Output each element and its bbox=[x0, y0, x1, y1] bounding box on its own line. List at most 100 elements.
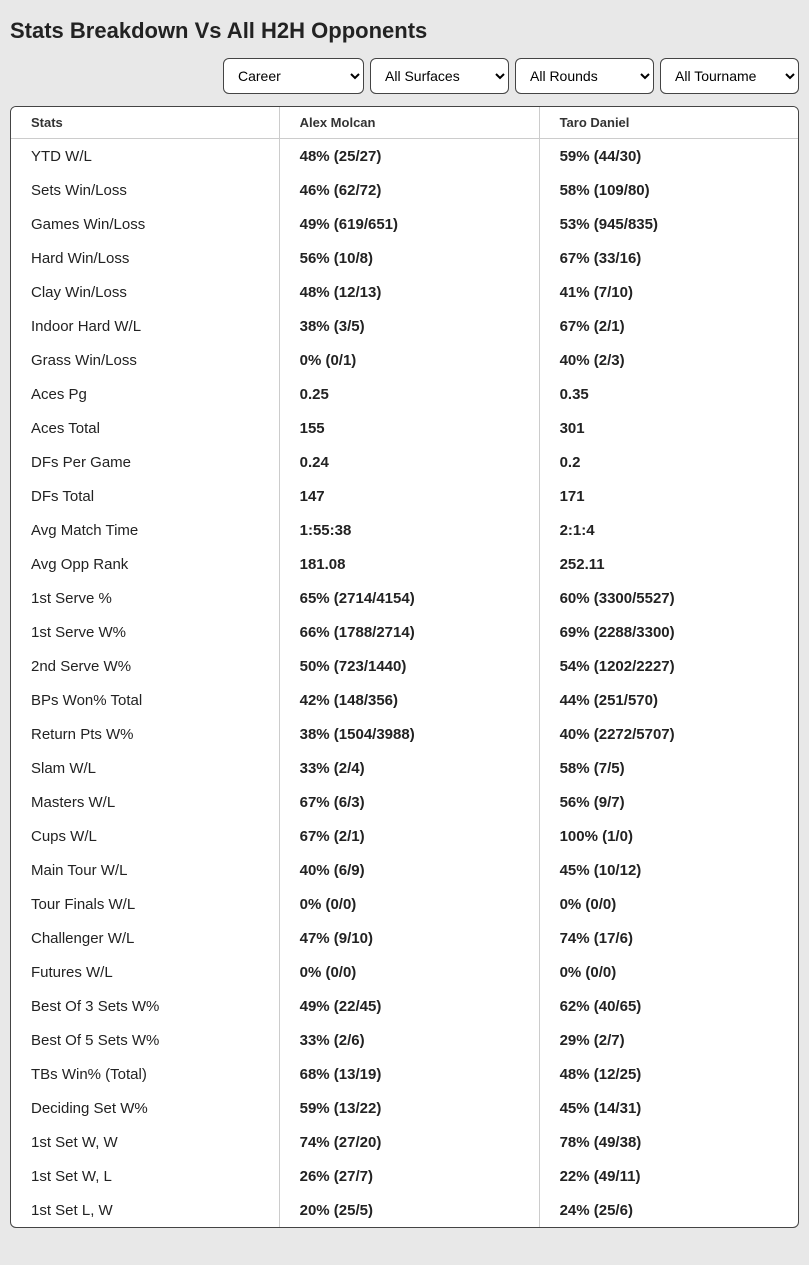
player2-value: 40% (2272/5707) bbox=[539, 717, 798, 751]
table-row: Indoor Hard W/L38% (3/5)67% (2/1) bbox=[11, 309, 798, 343]
player1-value: 68% (13/19) bbox=[279, 1057, 539, 1091]
table-row: TBs Win% (Total)68% (13/19)48% (12/25) bbox=[11, 1057, 798, 1091]
round-select[interactable]: All Rounds bbox=[515, 58, 654, 94]
col-player2: Taro Daniel bbox=[539, 107, 798, 139]
stat-label: DFs Total bbox=[11, 479, 279, 513]
table-row: DFs Total147171 bbox=[11, 479, 798, 513]
table-row: 1st Serve %65% (2714/4154)60% (3300/5527… bbox=[11, 581, 798, 615]
stat-label: Main Tour W/L bbox=[11, 853, 279, 887]
stat-label: Futures W/L bbox=[11, 955, 279, 989]
player2-value: 69% (2288/3300) bbox=[539, 615, 798, 649]
player1-value: 147 bbox=[279, 479, 539, 513]
table-row: Clay Win/Loss48% (12/13)41% (7/10) bbox=[11, 275, 798, 309]
player2-value: 45% (10/12) bbox=[539, 853, 798, 887]
player1-value: 49% (22/45) bbox=[279, 989, 539, 1023]
table-row: Futures W/L0% (0/0)0% (0/0) bbox=[11, 955, 798, 989]
player2-value: 41% (7/10) bbox=[539, 275, 798, 309]
player1-value: 67% (2/1) bbox=[279, 819, 539, 853]
player1-value: 56% (10/8) bbox=[279, 241, 539, 275]
stat-label: Aces Total bbox=[11, 411, 279, 445]
player2-value: 58% (109/80) bbox=[539, 173, 798, 207]
player1-value: 0.25 bbox=[279, 377, 539, 411]
table-row: 2nd Serve W%50% (723/1440)54% (1202/2227… bbox=[11, 649, 798, 683]
table-row: Main Tour W/L40% (6/9)45% (10/12) bbox=[11, 853, 798, 887]
player1-value: 66% (1788/2714) bbox=[279, 615, 539, 649]
player1-value: 0.24 bbox=[279, 445, 539, 479]
player2-value: 2:1:4 bbox=[539, 513, 798, 547]
tournament-select[interactable]: All Tournaments bbox=[660, 58, 799, 94]
stat-label: 1st Set W, W bbox=[11, 1125, 279, 1159]
player2-value: 40% (2/3) bbox=[539, 343, 798, 377]
player1-value: 33% (2/6) bbox=[279, 1023, 539, 1057]
player1-value: 38% (3/5) bbox=[279, 309, 539, 343]
col-player1: Alex Molcan bbox=[279, 107, 539, 139]
stat-label: Deciding Set W% bbox=[11, 1091, 279, 1125]
player2-value: 45% (14/31) bbox=[539, 1091, 798, 1125]
table-row: Tour Finals W/L0% (0/0)0% (0/0) bbox=[11, 887, 798, 921]
surface-select[interactable]: All Surfaces bbox=[370, 58, 509, 94]
player1-value: 47% (9/10) bbox=[279, 921, 539, 955]
player1-value: 181.08 bbox=[279, 547, 539, 581]
table-row: Grass Win/Loss0% (0/1)40% (2/3) bbox=[11, 343, 798, 377]
player2-value: 0% (0/0) bbox=[539, 955, 798, 989]
player1-value: 0% (0/0) bbox=[279, 955, 539, 989]
period-select[interactable]: Career bbox=[223, 58, 364, 94]
table-row: Hard Win/Loss56% (10/8)67% (33/16) bbox=[11, 241, 798, 275]
player1-value: 67% (6/3) bbox=[279, 785, 539, 819]
stat-label: Best Of 5 Sets W% bbox=[11, 1023, 279, 1057]
stat-label: 1st Set W, L bbox=[11, 1159, 279, 1193]
player1-value: 74% (27/20) bbox=[279, 1125, 539, 1159]
table-row: Avg Opp Rank181.08252.11 bbox=[11, 547, 798, 581]
player1-value: 20% (25/5) bbox=[279, 1193, 539, 1227]
table-row: Best Of 5 Sets W%33% (2/6)29% (2/7) bbox=[11, 1023, 798, 1057]
player1-value: 42% (148/356) bbox=[279, 683, 539, 717]
player2-value: 58% (7/5) bbox=[539, 751, 798, 785]
table-row: BPs Won% Total42% (148/356)44% (251/570) bbox=[11, 683, 798, 717]
stat-label: 1st Set L, W bbox=[11, 1193, 279, 1227]
player2-value: 0.35 bbox=[539, 377, 798, 411]
player2-value: 252.11 bbox=[539, 547, 798, 581]
stats-table-container: Stats Alex Molcan Taro Daniel YTD W/L48%… bbox=[10, 106, 799, 1228]
table-row: Deciding Set W%59% (13/22)45% (14/31) bbox=[11, 1091, 798, 1125]
player2-value: 78% (49/38) bbox=[539, 1125, 798, 1159]
stat-label: DFs Per Game bbox=[11, 445, 279, 479]
filter-bar: Career All Surfaces All Rounds All Tourn… bbox=[10, 58, 799, 94]
stat-label: Tour Finals W/L bbox=[11, 887, 279, 921]
stat-label: Games Win/Loss bbox=[11, 207, 279, 241]
player2-value: 74% (17/6) bbox=[539, 921, 798, 955]
player1-value: 0% (0/0) bbox=[279, 887, 539, 921]
player2-value: 59% (44/30) bbox=[539, 139, 798, 174]
stat-label: Cups W/L bbox=[11, 819, 279, 853]
player2-value: 29% (2/7) bbox=[539, 1023, 798, 1057]
table-row: 1st Set W, W74% (27/20)78% (49/38) bbox=[11, 1125, 798, 1159]
player1-value: 48% (12/13) bbox=[279, 275, 539, 309]
player1-value: 40% (6/9) bbox=[279, 853, 539, 887]
table-row: Avg Match Time1:55:382:1:4 bbox=[11, 513, 798, 547]
stat-label: Best Of 3 Sets W% bbox=[11, 989, 279, 1023]
player2-value: 100% (1/0) bbox=[539, 819, 798, 853]
table-row: Masters W/L67% (6/3)56% (9/7) bbox=[11, 785, 798, 819]
player1-value: 48% (25/27) bbox=[279, 139, 539, 174]
table-row: Aces Total155301 bbox=[11, 411, 798, 445]
player2-value: 22% (49/11) bbox=[539, 1159, 798, 1193]
player2-value: 0% (0/0) bbox=[539, 887, 798, 921]
player2-value: 44% (251/570) bbox=[539, 683, 798, 717]
stat-label: Clay Win/Loss bbox=[11, 275, 279, 309]
player2-value: 67% (33/16) bbox=[539, 241, 798, 275]
player2-value: 171 bbox=[539, 479, 798, 513]
player1-value: 65% (2714/4154) bbox=[279, 581, 539, 615]
table-row: Cups W/L67% (2/1)100% (1/0) bbox=[11, 819, 798, 853]
player2-value: 60% (3300/5527) bbox=[539, 581, 798, 615]
table-header-row: Stats Alex Molcan Taro Daniel bbox=[11, 107, 798, 139]
player1-value: 49% (619/651) bbox=[279, 207, 539, 241]
stat-label: BPs Won% Total bbox=[11, 683, 279, 717]
table-row: Games Win/Loss49% (619/651)53% (945/835) bbox=[11, 207, 798, 241]
player1-value: 50% (723/1440) bbox=[279, 649, 539, 683]
table-row: Aces Pg0.250.35 bbox=[11, 377, 798, 411]
stat-label: Masters W/L bbox=[11, 785, 279, 819]
player1-value: 0% (0/1) bbox=[279, 343, 539, 377]
player2-value: 62% (40/65) bbox=[539, 989, 798, 1023]
player2-value: 48% (12/25) bbox=[539, 1057, 798, 1091]
table-row: Best Of 3 Sets W%49% (22/45)62% (40/65) bbox=[11, 989, 798, 1023]
stat-label: Indoor Hard W/L bbox=[11, 309, 279, 343]
